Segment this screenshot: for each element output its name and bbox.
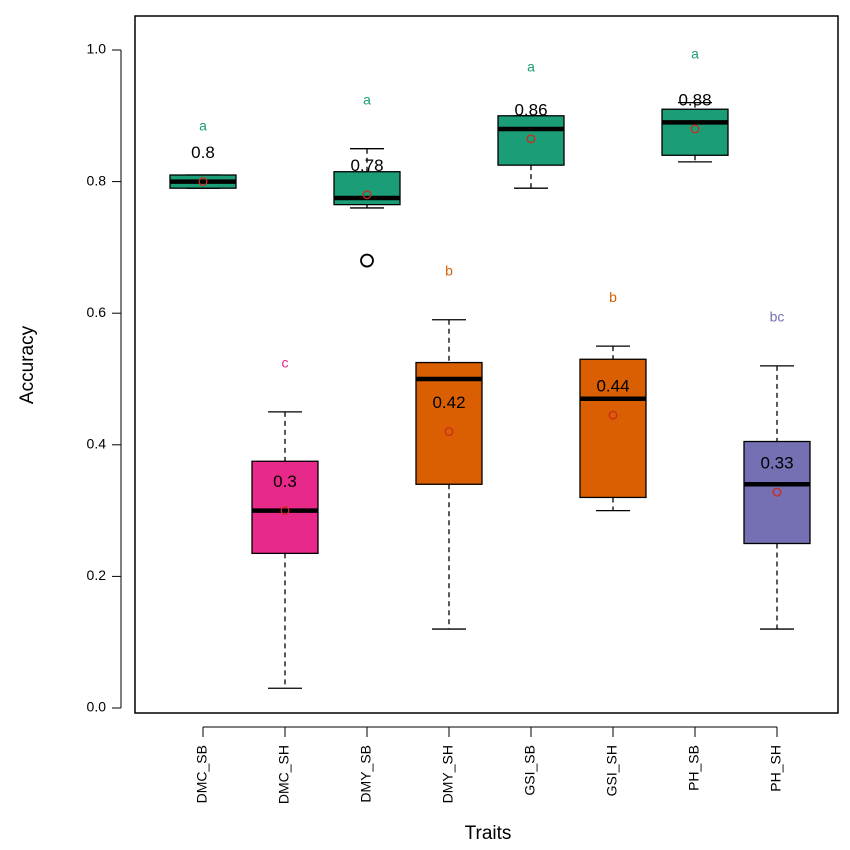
box-group-PH_SH: 0.33 bc (743, 309, 811, 630)
box-group-DMC_SB: 0.8 a (169, 118, 237, 189)
x-axis: DMC_SB DMC_SH DMY_SB DMY_SH GSI_SB GSI_SH PH_S… (194, 726, 784, 804)
significance-letter: a (691, 45, 699, 61)
mean-marker (444, 427, 454, 437)
box-iqr (743, 440, 811, 545)
y-tick-label: 0.0 (87, 699, 107, 715)
x-tick-label: GSI_SB (522, 745, 538, 796)
x-tick-label: PH_SB (686, 745, 702, 791)
x-tick-label: DMC_SH (276, 745, 292, 804)
y-tick-label: 1.0 (87, 41, 107, 57)
mean-marker (198, 177, 208, 187)
mean-marker (772, 487, 782, 497)
box-iqr (415, 361, 483, 485)
mean-marker (690, 124, 700, 134)
significance-letter: c (282, 355, 289, 371)
x-tick-label: PH_SH (768, 745, 784, 792)
y-axis-title: Accuracy (17, 325, 38, 404)
mean-value-label: 0.88 (678, 90, 711, 109)
mean-value-label: 0.78 (350, 156, 383, 175)
outlier-point (360, 253, 374, 268)
box-group-DMC_SH: 0.3 c (251, 355, 319, 689)
y-tick-label: 0.2 (87, 567, 107, 583)
box-group-GSI_SH: 0.44 b (579, 289, 647, 512)
mean-marker (280, 506, 290, 516)
mean-value-label: 0.33 (760, 454, 793, 473)
mean-marker (608, 410, 618, 420)
y-tick-label: 0.4 (87, 436, 107, 452)
box-group-GSI_SB: 0.86 a (497, 59, 565, 189)
x-tick-label: DMC_SB (194, 745, 210, 803)
mean-value-label: 0.3 (273, 472, 297, 491)
box-iqr (579, 358, 647, 499)
significance-letter: b (609, 289, 617, 305)
significance-letter: a (363, 91, 371, 107)
significance-letter: bc (770, 309, 785, 325)
x-tick-label: DMY_SB (358, 745, 374, 803)
x-tick-label: DMY_SH (440, 745, 456, 803)
mean-value-label: 0.8 (191, 143, 215, 162)
plot-frame (134, 15, 839, 714)
mean-value-label: 0.42 (432, 393, 465, 412)
y-tick-label: 0.6 (87, 304, 107, 320)
x-axis-title: Traits (465, 823, 512, 844)
significance-letter: a (527, 59, 535, 75)
mean-marker (526, 134, 536, 144)
boxes-layer: 0.8 a 0.3 c 0.78 a 0.42 b 0.86 a 0.44 b 0.88 a 0.33 bc (169, 45, 811, 689)
mean-marker (362, 190, 372, 200)
significance-letter: a (199, 118, 207, 134)
box-group-DMY_SH: 0.42 b (415, 262, 483, 630)
box-group-DMY_SB: 0.78 a (333, 91, 401, 268)
significance-letter: b (445, 262, 453, 278)
mean-value-label: 0.86 (514, 100, 547, 119)
box-iqr (251, 460, 319, 555)
box-group-PH_SB: 0.88 a (661, 45, 729, 163)
x-tick-label: GSI_SH (604, 745, 620, 796)
y-axis: 0.0 0.2 0.4 0.6 0.8 1.0 (87, 41, 122, 715)
box-iqr (497, 115, 565, 166)
mean-value-label: 0.44 (596, 377, 629, 396)
y-tick-label: 0.8 (87, 172, 107, 188)
